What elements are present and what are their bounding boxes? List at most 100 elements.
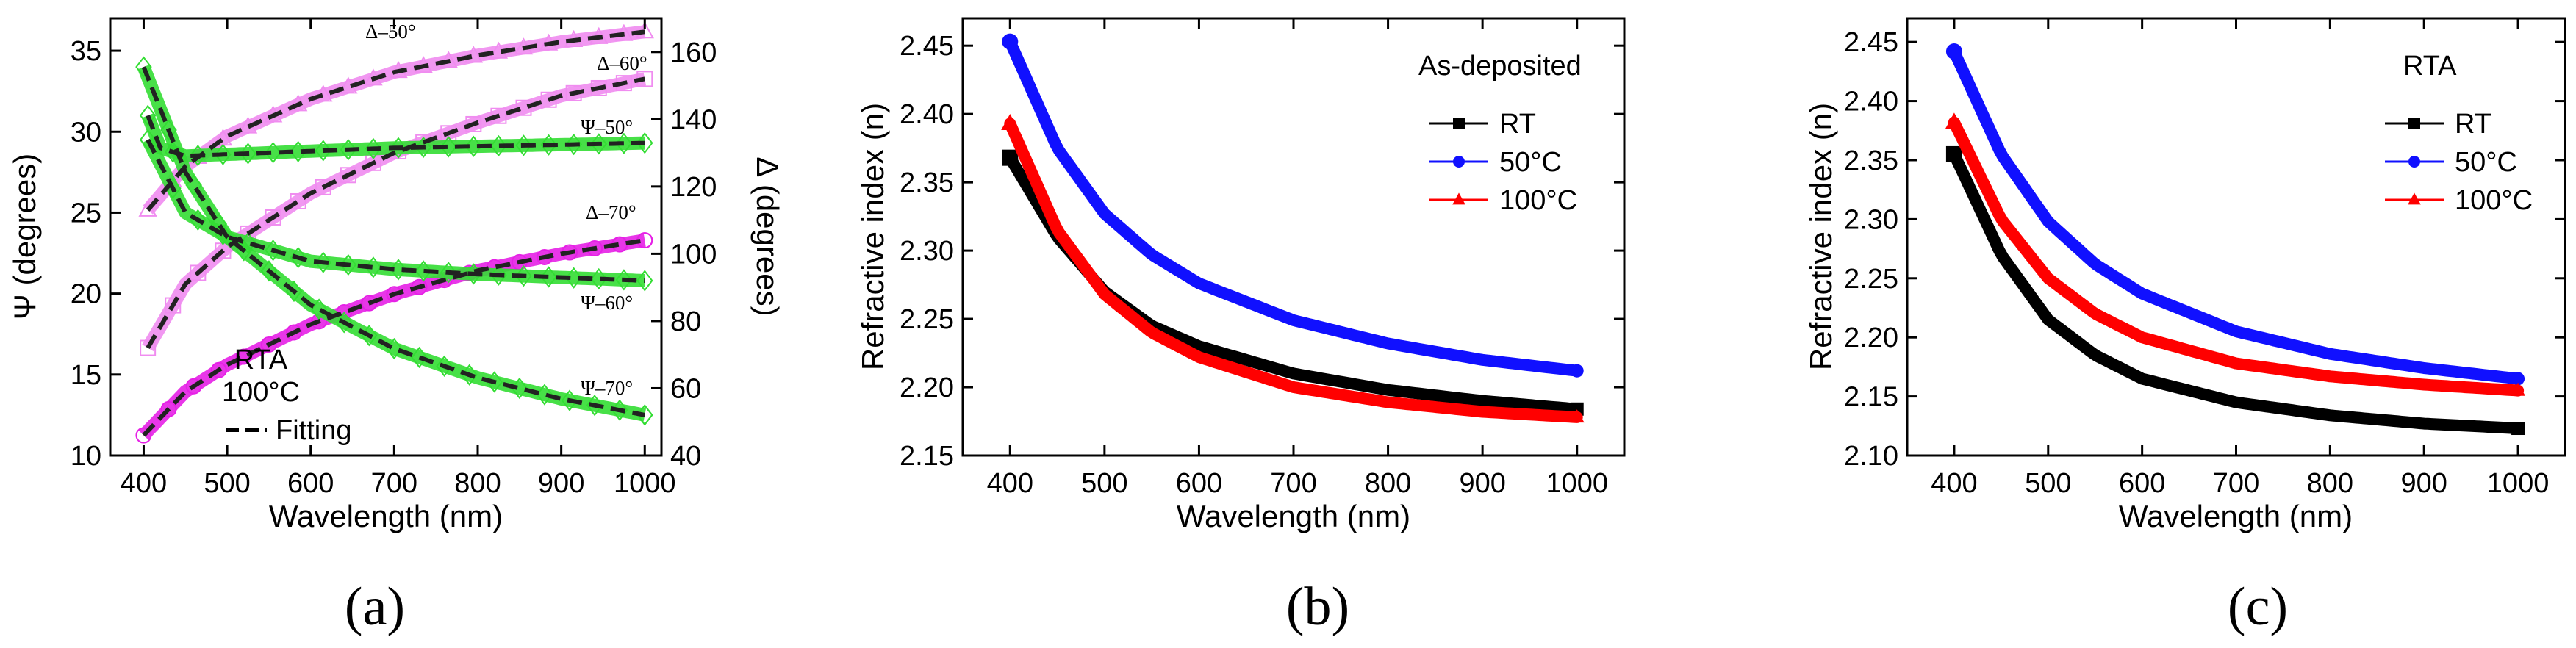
data-point — [265, 209, 281, 226]
textbox-rta: RTA — [234, 345, 288, 375]
y-right-tick-label: 120 — [670, 172, 717, 203]
fit-line-50 — [146, 115, 645, 159]
figure-label-b: (b) — [1286, 577, 1349, 637]
legend-item-50-c: 50°C — [1429, 147, 1562, 178]
series-line-50-c — [1004, 35, 1583, 377]
data-point — [185, 174, 202, 196]
panel-a-curves — [135, 21, 654, 444]
data-point — [436, 355, 453, 377]
data-point — [565, 133, 582, 156]
x-tick-label: 600 — [287, 468, 334, 499]
legend-item-100-c: 100°C — [1429, 185, 1577, 216]
figure-label-c: (c) — [2228, 577, 2288, 637]
data-point — [515, 99, 532, 116]
x-tick-label: 800 — [1365, 468, 1411, 499]
panel-a-ylabel: Ψ (degrees) — [7, 154, 42, 320]
data-point — [139, 129, 157, 151]
data-point — [260, 260, 278, 282]
y-right-tick-label: 140 — [670, 104, 717, 135]
y-tick-label: 2.15 — [1844, 382, 1898, 413]
data-point — [265, 240, 281, 262]
data-point — [561, 389, 578, 411]
y-tick-label: 2.10 — [1844, 441, 1898, 472]
data-point — [365, 137, 382, 160]
x-tick-label: 400 — [1931, 468, 1977, 499]
series-line-100-c — [1004, 118, 1583, 423]
series-markers-50 — [139, 104, 653, 167]
data-point — [265, 142, 281, 164]
data-point — [636, 270, 653, 292]
x-tick-label: 800 — [2307, 468, 2353, 499]
data-point — [160, 119, 177, 141]
data-point — [340, 139, 357, 161]
data-point — [439, 51, 458, 68]
data-point — [565, 267, 582, 289]
series-markers-50 — [138, 21, 654, 217]
y-right-tick-label: 160 — [670, 37, 717, 68]
x-tick-label: 1000 — [2487, 468, 2550, 499]
data-point — [288, 94, 308, 112]
textbox-temperature: 100°C — [222, 377, 300, 408]
series-100-c — [1001, 113, 1585, 423]
x-tick-label: 400 — [121, 468, 167, 499]
data-point — [290, 192, 306, 209]
x-tick-label: 900 — [538, 468, 584, 499]
x-tick-label: 700 — [2213, 468, 2259, 499]
panel-b-legend: RT 50°C 100°C — [1429, 109, 1577, 216]
panel-b-legend-title: As-deposited — [1418, 51, 1582, 82]
data-point — [315, 179, 331, 195]
data-point — [536, 384, 553, 406]
legend-label: 50°C — [1499, 147, 1562, 178]
legend-label: 100°C — [2455, 185, 2533, 216]
y-tick-label: 15 — [71, 360, 101, 391]
x-tick-label: 600 — [2119, 468, 2165, 499]
y-tick-label: 2.15 — [900, 441, 954, 472]
label-psi-50: Ψ–50° — [581, 116, 633, 138]
y-tick-label: 25 — [71, 198, 101, 228]
panel-b: 400 500 600 700 800 900 1000 2.15 2.20 2.25 2.30 2.… — [855, 17, 1626, 533]
data-point — [540, 91, 557, 108]
data-point — [540, 266, 557, 288]
data-point — [1569, 409, 1585, 423]
legend-label: 50°C — [2455, 147, 2517, 178]
data-point — [415, 260, 432, 282]
legend-marker — [2408, 192, 2421, 205]
y-tick-label: 2.30 — [1844, 204, 1898, 235]
panel-c-legend-title: RTA — [2403, 51, 2457, 82]
data-point — [2511, 422, 2525, 436]
data-point — [139, 104, 157, 126]
series-line-50-c — [1948, 46, 2525, 385]
legend-label: 100°C — [1499, 185, 1577, 216]
y-right-tick-label: 40 — [670, 441, 701, 472]
data-point — [365, 154, 381, 171]
y-tick-label: 35 — [71, 36, 101, 67]
label-delta-60: Δ–60° — [597, 52, 647, 74]
data-point — [615, 132, 633, 154]
y-tick-label: 30 — [71, 117, 101, 148]
y-tick-label: 2.20 — [900, 372, 954, 403]
data-point — [636, 132, 653, 154]
data-point — [590, 133, 608, 155]
legend-item-rt: RT — [2385, 109, 2491, 140]
data-point — [440, 136, 457, 158]
data-point — [286, 324, 302, 341]
data-point — [315, 251, 332, 273]
legend-item-100-c: 100°C — [2385, 185, 2533, 216]
data-point — [1570, 364, 1584, 378]
data-point — [440, 262, 457, 284]
panel-a: 400 500 600 700 800 900 1000 10 15 20 25 30 35 40 60 80… — [7, 17, 785, 533]
y-right-tick-label: 100 — [670, 239, 717, 270]
data-point — [515, 134, 532, 156]
data-point — [2511, 372, 2525, 386]
y-tick-label: 2.25 — [900, 304, 954, 335]
data-point — [1002, 33, 1019, 50]
legend-label: RT — [1499, 109, 1536, 140]
x-tick-label: 900 — [2401, 468, 2447, 499]
label-psi-70: Ψ–70° — [581, 377, 633, 399]
x-tick-label: 500 — [1081, 468, 1127, 499]
data-point — [210, 361, 227, 378]
y-tick-label: 2.35 — [900, 168, 954, 198]
data-point — [314, 84, 333, 102]
data-point — [135, 56, 152, 78]
